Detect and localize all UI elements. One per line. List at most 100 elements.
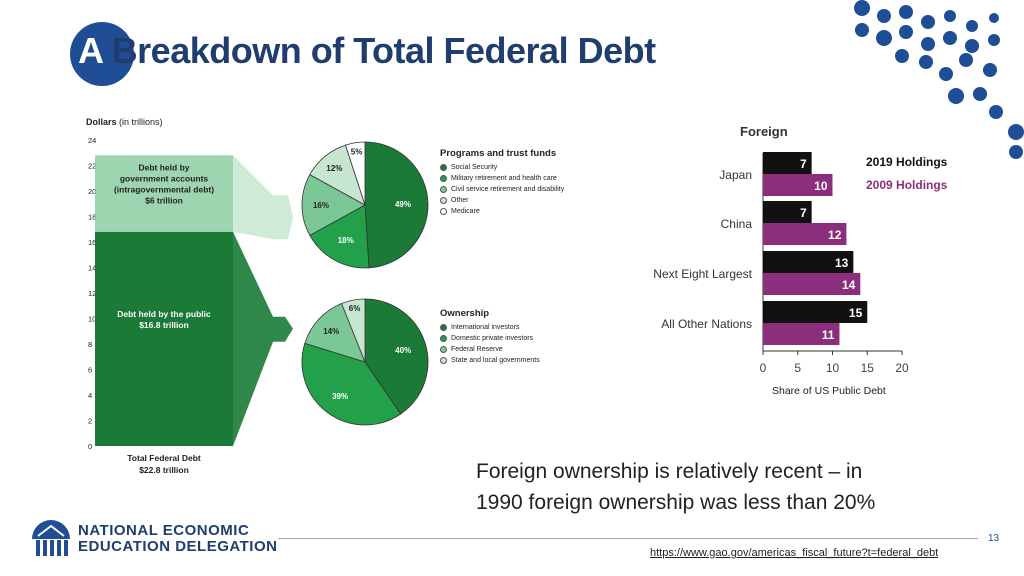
programs-pie-slice xyxy=(364,141,429,269)
decorative-dot xyxy=(919,55,933,69)
y-tick-label: 6 xyxy=(88,366,92,375)
decorative-dot xyxy=(895,49,909,63)
bar-2009-label: 14 xyxy=(842,278,856,292)
programs-legend-item: Civil service retirement and disability xyxy=(440,184,564,195)
decorative-dot xyxy=(948,88,964,104)
arrow-to-ownership-pie xyxy=(233,231,293,446)
decorative-dot xyxy=(965,39,979,53)
bar-2009 xyxy=(763,223,847,245)
programs-legend-item: Medicare xyxy=(440,206,564,217)
programs-legend-swatch xyxy=(440,197,447,204)
programs-legend-item: Other xyxy=(440,195,564,206)
y-tick-label: 2 xyxy=(88,417,92,426)
programs-legend-swatch xyxy=(440,164,447,171)
programs-legend-item: Social Security xyxy=(440,162,564,173)
bar-2019 xyxy=(763,201,812,223)
logo-line-2: EDUCATION DELEGATION xyxy=(78,538,278,555)
y-tick-label: 4 xyxy=(88,391,92,400)
bar-2019-label: 13 xyxy=(835,256,849,270)
decorative-dot xyxy=(876,30,892,46)
programs-pie-slice-label: 16% xyxy=(313,201,329,210)
programs-pie-slice xyxy=(345,141,366,206)
programs-legend-swatch xyxy=(440,186,447,193)
decorative-dot xyxy=(944,10,956,22)
ownership-legend-item: Domestic private investors xyxy=(440,333,540,344)
programs-legend-swatch xyxy=(440,175,447,182)
government-debt-label: $6 trillion xyxy=(145,196,183,206)
y-axis-label: Dollars (in trillions) xyxy=(86,117,163,127)
decorative-dot xyxy=(855,23,869,37)
ownership-legend-label: State and local governments xyxy=(451,357,540,364)
decorative-dot xyxy=(899,25,913,39)
y-tick-label: 10 xyxy=(88,315,96,324)
x-tick-label: 20 xyxy=(895,361,909,375)
ownership-pie-slice xyxy=(304,302,366,363)
decorative-dot xyxy=(983,63,997,77)
ownership-pie-slice-label: 39% xyxy=(332,392,348,401)
bar-2019-label: 7 xyxy=(800,206,807,220)
title-circle-decoration xyxy=(70,22,134,86)
foreign-holdings-chart: Foreign 0 5 10 15 20 Japan 7 10 China 7 12 Next Eigh… xyxy=(653,124,948,375)
title-first-letter: A xyxy=(78,30,103,71)
decorative-dot xyxy=(973,87,987,101)
category-label: Japan xyxy=(719,168,752,182)
programs-legend-label: Medicare xyxy=(451,208,480,215)
ownership-legend-swatch xyxy=(440,335,447,342)
footer-divider xyxy=(278,538,978,539)
programs-pie-slice-label: 12% xyxy=(326,164,342,173)
decorative-dot xyxy=(966,20,978,32)
programs-legend-label: Social Security xyxy=(451,164,498,171)
decorative-dot xyxy=(959,53,973,67)
page-title: A Breakdown of Total Federal Debt xyxy=(78,30,656,72)
programs-legend-label: Military retirement and health care xyxy=(451,175,557,182)
category-label: All Other Nations xyxy=(661,317,752,331)
bar-2009-label: 10 xyxy=(814,179,828,193)
bar-2009 xyxy=(763,323,840,345)
ownership-pie-slice-label: 14% xyxy=(323,327,339,336)
public-debt-label: Debt held by the public xyxy=(117,309,211,319)
ownership-legend-swatch xyxy=(440,346,447,353)
source-link[interactable]: https://www.gao.gov/americas_fiscal_futu… xyxy=(650,547,939,559)
bar-segment-government xyxy=(95,155,233,232)
decorative-dot xyxy=(1009,145,1023,159)
x-axis-label: Share of US Public Debt xyxy=(772,385,886,397)
logo-icon xyxy=(32,520,70,556)
ownership-legend-item: State and local governments xyxy=(440,355,540,366)
legend-title-programs: Programs and trust funds xyxy=(440,148,557,159)
caption: Foreign ownership is relatively recent –… xyxy=(476,456,936,518)
logo-text: NATIONAL ECONOMIC EDUCATION DELEGATION xyxy=(78,523,277,555)
y-tick-label: 12 xyxy=(88,289,96,298)
y-tick-label: 16 xyxy=(88,238,96,247)
total-debt-label: $22.8 trillion xyxy=(139,465,189,475)
government-debt-label: Debt held by xyxy=(138,163,189,173)
decorative-dot xyxy=(899,5,913,19)
bar-2019-label: 7 xyxy=(800,157,807,171)
decorative-dot xyxy=(1008,124,1024,140)
government-debt-label: government accounts xyxy=(120,174,209,184)
bar-2019-label: 15 xyxy=(849,306,863,320)
bar-segment-public xyxy=(95,231,233,446)
legend-2009: 2009 Holdings xyxy=(866,178,948,192)
y-tick-label: 24 xyxy=(88,136,96,145)
legend-title-ownership: Ownership xyxy=(440,308,490,319)
decorative-dot xyxy=(989,13,999,23)
x-tick-label: 0 xyxy=(760,361,767,375)
decorative-dot xyxy=(943,31,957,45)
ownership-legend-swatch xyxy=(440,324,447,331)
ownership-legend-swatch xyxy=(440,357,447,364)
decorative-dot xyxy=(988,34,1000,46)
decorative-dot xyxy=(939,67,953,81)
arrow-to-programs-pie xyxy=(233,155,293,240)
title-rest: Breakdown of Total Federal Debt xyxy=(102,30,656,71)
ownership-legend-label: Federal Reserve xyxy=(451,346,503,353)
ownership-legend-item: Federal Reserve xyxy=(440,344,540,355)
government-debt-label: (intragovernmental debt) xyxy=(114,185,214,195)
ownership-legend-item: International investors xyxy=(440,322,540,333)
decorative-dot xyxy=(921,37,935,51)
ownership-pie-slice xyxy=(364,298,429,415)
decorative-dot xyxy=(854,0,870,16)
total-debt-label: Total Federal Debt xyxy=(127,453,201,463)
programs-pie-slice-label: 18% xyxy=(338,236,354,245)
programs-legend-swatch xyxy=(440,208,447,215)
